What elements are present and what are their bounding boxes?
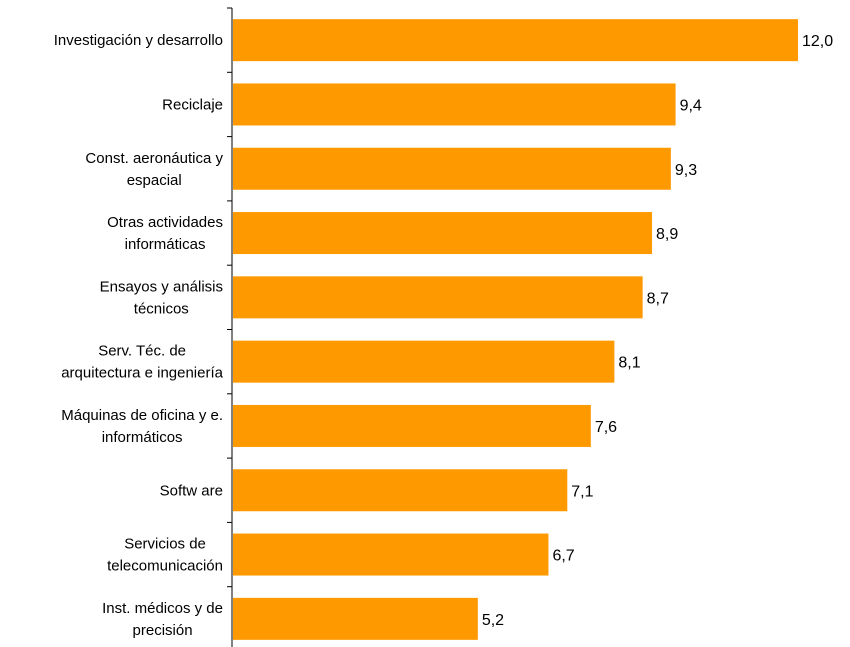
category-label-line: arquitectura e ingeniería xyxy=(61,365,223,382)
bar xyxy=(233,469,568,512)
bar-value-label: 7,6 xyxy=(595,419,617,436)
bar xyxy=(233,83,676,126)
category-label: Softw are xyxy=(160,482,223,499)
category-label: Inst. médicos y de precisión xyxy=(102,600,223,639)
bar-value-label: 8,9 xyxy=(656,226,678,243)
category-label-line: informáticas xyxy=(125,236,206,253)
category-label-line: Máquinas de oficina y e. xyxy=(61,407,223,424)
category-label-line: Investigación y desarrollo xyxy=(54,32,223,49)
category-label-line: Const. aeronáutica y xyxy=(85,150,223,167)
value-labels: 12,0 9,4 9,3 8,9 8,7 8,1 7,6 7,1 6,7 5,2 xyxy=(482,33,833,629)
category-label: Máquinas de oficina y e. informáticos xyxy=(61,407,223,446)
category-label-line: precisión xyxy=(133,622,193,639)
bar xyxy=(233,212,653,255)
category-label: Servicios de telecomunicación xyxy=(107,536,223,575)
category-label-line: Otras actividades xyxy=(107,214,223,231)
bar-value-label: 8,1 xyxy=(618,355,640,372)
bar-value-label: 8,7 xyxy=(647,290,669,307)
bar-value-label: 7,1 xyxy=(571,483,593,500)
bar-value-label: 5,2 xyxy=(482,612,504,629)
category-label: Otras actividades informáticas xyxy=(107,214,223,253)
category-label-line: Ensayos y análisis xyxy=(100,278,223,295)
bars-layer xyxy=(233,19,798,640)
bar xyxy=(233,19,798,62)
bar xyxy=(233,276,643,319)
category-labels: Investigación y desarrollo Reciclaje Const… xyxy=(54,32,224,639)
category-label-line: telecomunicación xyxy=(107,558,223,575)
bar xyxy=(233,533,549,576)
bar xyxy=(233,404,591,447)
category-label: Investigación y desarrollo xyxy=(54,32,223,49)
category-label-line: informáticos xyxy=(102,429,183,446)
category-axis xyxy=(227,7,233,647)
category-label-line: Reciclaje xyxy=(162,96,223,113)
bar-value-label: 12,0 xyxy=(802,33,833,50)
category-label: Serv. Téc. de arquitectura e ingeniería xyxy=(61,343,223,382)
category-label: Ensayos y análisis técnicos xyxy=(100,278,223,317)
category-label: Reciclaje xyxy=(162,96,223,113)
category-label-line: Serv. Téc. de xyxy=(98,343,186,360)
bar-value-label: 6,7 xyxy=(552,548,574,565)
bar xyxy=(233,597,478,640)
category-label-line: espacial xyxy=(127,172,182,189)
category-label: Const. aeronáutica y espacial xyxy=(85,150,223,189)
bar xyxy=(233,340,615,383)
bar-value-label: 9,3 xyxy=(675,162,697,179)
category-label-line: Softw are xyxy=(160,482,223,499)
bar-value-label: 9,4 xyxy=(680,97,702,114)
category-label-line: Inst. médicos y de xyxy=(102,600,223,617)
bar xyxy=(233,147,671,190)
category-label-line: Servicios de xyxy=(124,536,206,553)
category-label-line: técnicos xyxy=(134,300,189,317)
